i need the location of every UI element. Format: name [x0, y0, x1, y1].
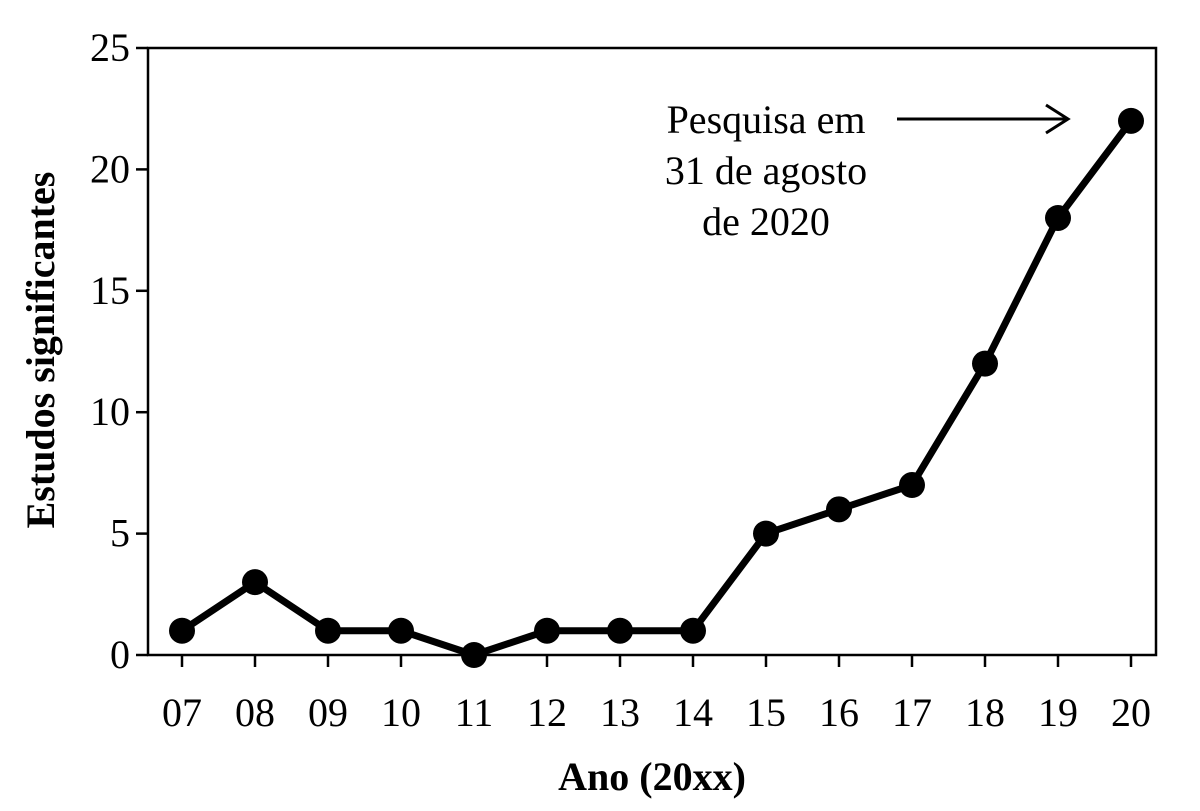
- y-tick-label: 25: [90, 25, 130, 70]
- x-tick-label: 07: [162, 690, 202, 735]
- y-tick-label: 0: [110, 632, 130, 677]
- plot-border: [146, 46, 1158, 657]
- data-point: [972, 350, 998, 377]
- data-point: [534, 617, 560, 644]
- x-axis-title: Ano (20xx): [558, 754, 746, 799]
- y-tick-label: 15: [90, 268, 130, 313]
- data-point: [899, 472, 925, 499]
- y-tick-label: 10: [90, 389, 130, 434]
- series-path: [180, 118, 1134, 659]
- annotation-line-3: de 2020: [702, 199, 830, 244]
- data-point: [169, 617, 195, 644]
- x-tick-label: 17: [892, 690, 932, 735]
- data-point: [242, 569, 268, 596]
- x-tick-label: 10: [381, 690, 421, 735]
- data-point: [1045, 204, 1071, 231]
- annotation-arrow: [897, 103, 1071, 135]
- data-point: [753, 520, 779, 547]
- x-tick-label: 15: [746, 690, 786, 735]
- data-point: [680, 617, 706, 644]
- annotation-line-2: 31 de agosto: [665, 148, 867, 193]
- series-line: [180, 118, 1134, 659]
- annotation-line-1: Pesquisa em: [667, 97, 866, 142]
- x-tick-label: 09: [308, 690, 348, 735]
- x-tick-label: 08: [235, 690, 275, 735]
- x-tick-label: 19: [1038, 690, 1078, 735]
- data-point: [315, 617, 341, 644]
- x-tick-label: 14: [673, 690, 713, 735]
- x-tick-label: 11: [455, 690, 494, 735]
- data-point: [826, 496, 852, 523]
- data-point: [1118, 107, 1144, 134]
- data-point: [388, 617, 414, 644]
- data-point: [607, 617, 633, 644]
- y-axis-ticks: 0 5 10 15 20 25: [90, 25, 148, 677]
- x-tick-label: 16: [819, 690, 859, 735]
- y-axis-title: Estudos significantes: [18, 172, 63, 529]
- x-axis-ticks: 07 08 09 10 11 12 13 14 15 16 17 18 19 20: [162, 655, 1151, 735]
- x-tick-label: 20: [1111, 690, 1151, 735]
- y-tick-label: 5: [110, 511, 130, 556]
- data-point: [461, 642, 487, 668]
- y-tick-label: 20: [90, 146, 130, 191]
- annotation: Pesquisa em 31 de agosto de 2020: [665, 97, 1071, 244]
- series-points: [169, 107, 1144, 668]
- x-tick-label: 18: [965, 690, 1005, 735]
- x-tick-label: 12: [527, 690, 567, 735]
- x-tick-label: 13: [600, 690, 640, 735]
- plot-frame: [146, 46, 1158, 657]
